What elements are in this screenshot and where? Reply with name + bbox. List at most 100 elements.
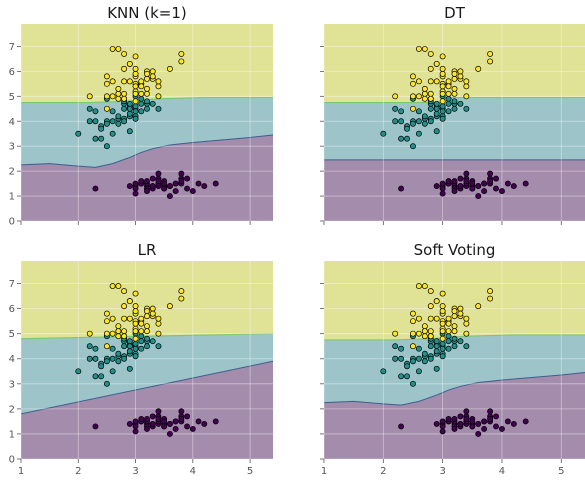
point-class-2 bbox=[410, 330, 416, 337]
point-class-1 bbox=[144, 343, 150, 350]
point-class-2 bbox=[427, 315, 434, 322]
point-class-1 bbox=[126, 110, 133, 117]
point-class-0 bbox=[439, 423, 446, 430]
point-class-1 bbox=[398, 373, 405, 380]
panel-title: DT bbox=[444, 4, 466, 22]
point-class-0 bbox=[499, 425, 505, 432]
point-class-0 bbox=[184, 423, 191, 430]
point-class-1 bbox=[109, 355, 116, 362]
point-class-0 bbox=[155, 178, 162, 185]
point-class-2 bbox=[421, 283, 428, 290]
point-class-1 bbox=[439, 103, 446, 110]
point-class-2 bbox=[109, 330, 116, 337]
region-class-0 bbox=[21, 361, 273, 459]
region-class-0 bbox=[324, 372, 585, 459]
point-class-1 bbox=[92, 345, 99, 352]
y-tick-label: 6 bbox=[9, 67, 15, 78]
y-tick-label: 4 bbox=[9, 354, 15, 365]
point-class-0 bbox=[184, 175, 191, 182]
point-class-2 bbox=[463, 315, 470, 322]
point-class-0 bbox=[504, 418, 511, 425]
point-class-0 bbox=[439, 418, 446, 425]
point-class-2 bbox=[439, 90, 446, 97]
point-class-2 bbox=[138, 90, 145, 97]
point-class-2 bbox=[392, 330, 399, 337]
point-class-1 bbox=[138, 100, 145, 107]
point-class-1 bbox=[144, 98, 150, 105]
point-class-1 bbox=[445, 333, 452, 340]
point-class-0 bbox=[487, 415, 494, 422]
point-class-2 bbox=[132, 328, 139, 335]
point-class-0 bbox=[178, 408, 185, 415]
point-class-2 bbox=[132, 70, 139, 77]
point-class-2 bbox=[103, 73, 110, 80]
point-class-0 bbox=[161, 423, 168, 430]
point-class-0 bbox=[166, 183, 173, 190]
point-class-1 bbox=[86, 343, 93, 350]
point-class-0 bbox=[161, 418, 168, 425]
point-class-0 bbox=[161, 180, 168, 187]
point-class-2 bbox=[115, 328, 122, 335]
point-class-1 bbox=[427, 343, 434, 350]
y-tick-label: 1 bbox=[9, 192, 15, 203]
point-class-0 bbox=[493, 423, 499, 430]
point-class-0 bbox=[451, 415, 458, 422]
point-class-0 bbox=[493, 175, 499, 182]
point-class-1 bbox=[121, 355, 128, 362]
x-tick-label: 1 bbox=[321, 466, 327, 477]
point-class-1 bbox=[404, 373, 410, 380]
point-class-0 bbox=[481, 418, 488, 425]
point-class-2 bbox=[149, 73, 156, 80]
point-class-0 bbox=[475, 430, 482, 437]
point-class-0 bbox=[522, 180, 529, 187]
point-class-1 bbox=[439, 353, 446, 360]
point-class-1 bbox=[439, 340, 446, 347]
point-class-0 bbox=[398, 423, 405, 430]
point-class-2 bbox=[109, 283, 116, 290]
point-class-0 bbox=[92, 423, 99, 430]
point-class-0 bbox=[463, 170, 470, 177]
point-class-1 bbox=[126, 365, 133, 372]
point-class-0 bbox=[481, 180, 488, 187]
point-class-0 bbox=[398, 185, 405, 192]
point-class-1 bbox=[451, 335, 458, 342]
point-class-2 bbox=[457, 73, 464, 80]
point-class-1 bbox=[410, 143, 416, 150]
point-class-1 bbox=[115, 113, 122, 120]
point-class-2 bbox=[451, 313, 458, 320]
point-class-0 bbox=[463, 408, 470, 415]
point-class-1 bbox=[415, 368, 422, 375]
point-class-1 bbox=[392, 105, 399, 112]
point-class-1 bbox=[121, 105, 128, 112]
point-class-2 bbox=[166, 303, 173, 310]
point-class-2 bbox=[451, 308, 458, 315]
point-class-1 bbox=[98, 135, 105, 142]
point-class-2 bbox=[439, 308, 446, 315]
point-class-1 bbox=[126, 338, 133, 345]
point-class-1 bbox=[380, 368, 387, 375]
point-class-0 bbox=[155, 170, 162, 177]
point-class-0 bbox=[155, 408, 162, 415]
point-class-2 bbox=[445, 315, 452, 322]
point-class-2 bbox=[439, 83, 446, 90]
point-class-0 bbox=[132, 190, 139, 197]
point-class-2 bbox=[178, 58, 185, 65]
point-class-2 bbox=[445, 320, 452, 327]
point-class-1 bbox=[75, 368, 82, 375]
point-class-2 bbox=[427, 78, 434, 85]
point-class-1 bbox=[138, 333, 145, 340]
point-class-2 bbox=[103, 318, 110, 325]
point-class-1 bbox=[92, 118, 99, 125]
point-class-2 bbox=[155, 330, 162, 337]
point-class-2 bbox=[86, 93, 93, 100]
point-class-2 bbox=[410, 93, 416, 100]
point-class-0 bbox=[178, 178, 185, 185]
point-class-2 bbox=[126, 315, 133, 322]
point-class-1 bbox=[404, 125, 410, 132]
x-tick-label: 5 bbox=[558, 466, 564, 477]
point-class-2 bbox=[415, 315, 422, 322]
point-class-0 bbox=[510, 183, 517, 190]
point-class-1 bbox=[410, 120, 416, 127]
point-class-2 bbox=[421, 85, 428, 92]
